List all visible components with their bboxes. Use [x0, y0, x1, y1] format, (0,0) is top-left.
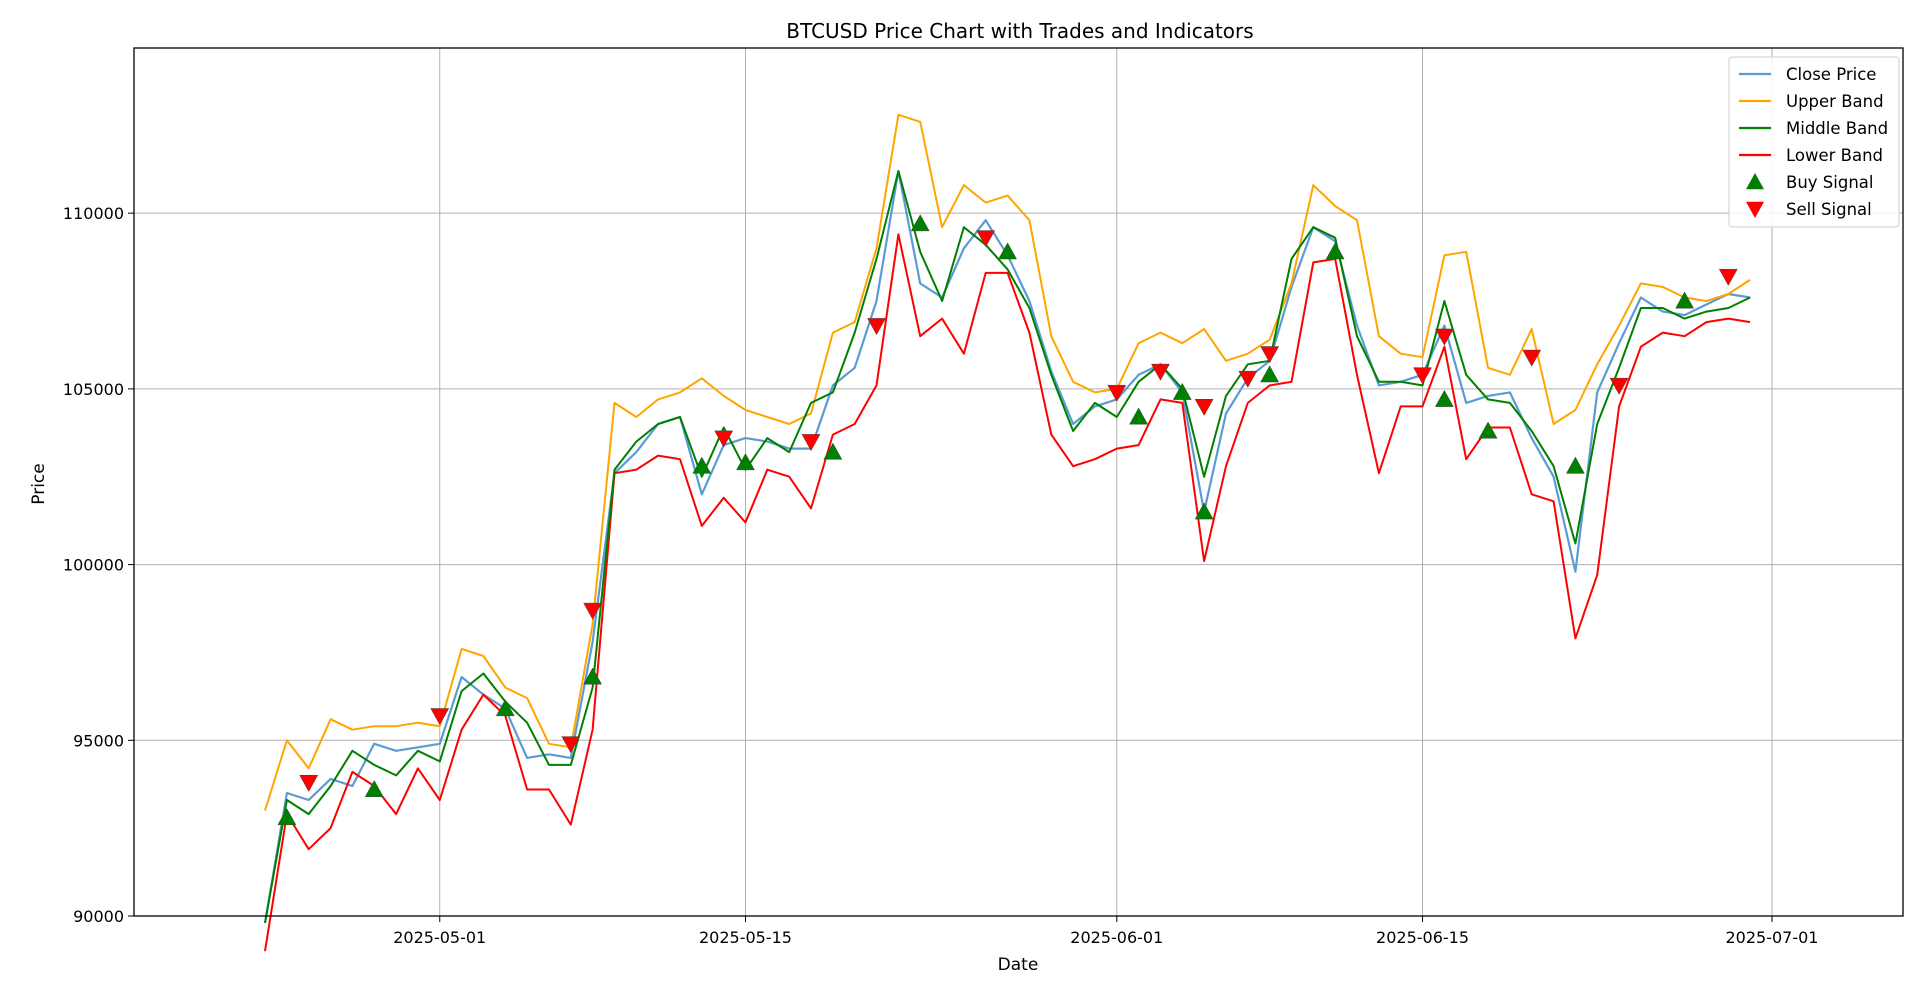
legend-label: Close Price [1786, 65, 1876, 84]
sell-signal-marker [1609, 377, 1629, 395]
buy-signal-marker [1172, 382, 1192, 400]
buy-signal-marker [1325, 242, 1345, 260]
x-tick-label: 2025-05-01 [393, 928, 486, 947]
buy-signal-marker [1434, 389, 1454, 407]
sell-signal-marker [1413, 367, 1432, 385]
sell-signal-marker [867, 318, 886, 336]
legend-swatch [1746, 201, 1764, 218]
y-axis-label: Price [29, 463, 49, 504]
sell-signal-marker [801, 434, 821, 452]
plot-area [263, 113, 1751, 952]
buy-signal-marker [364, 779, 384, 797]
sell-signal-marker [1718, 268, 1738, 286]
buy-signal-marker [1675, 291, 1695, 309]
x-axis-label: Date [998, 955, 1039, 975]
legend-label: Upper Band [1786, 92, 1884, 111]
buy-signal-marker [1194, 502, 1214, 520]
y-tick-label: 100000 [63, 556, 124, 575]
buy-signal-marker [583, 667, 603, 685]
x-tick-label: 2025-06-01 [1070, 928, 1163, 947]
y-tick-label: 110000 [63, 204, 124, 223]
buy-signal-marker [495, 699, 515, 717]
buy-signal-marker [1129, 407, 1149, 425]
legend-label: Lower Band [1786, 146, 1883, 165]
sell-signal-marker [299, 775, 319, 792]
sell-signal-marker [1194, 398, 1214, 416]
legend: Close Price Upper Band Middle Band Lower Ba… [1728, 56, 1900, 228]
legend-label: Middle Band [1786, 119, 1888, 138]
sell-signal-marker [1260, 346, 1280, 364]
buy-signal-marker [1478, 421, 1498, 439]
sell-signal-marker [561, 736, 581, 754]
axis-ticks: 2025-05-01 2025-05-15 2025-06-01 2025-06-15… [63, 204, 1819, 947]
buy-signal-marker [998, 242, 1018, 260]
y-tick-label: 95000 [73, 731, 124, 750]
legend-box [1728, 56, 1900, 228]
buy-signal-marker [736, 453, 755, 471]
sell-signal-marker [1434, 328, 1454, 346]
sell-signal-marker [1238, 370, 1258, 388]
series-line-lower-band [264, 233, 1751, 952]
sell-signal-marker [1107, 384, 1127, 402]
trade-signals [277, 214, 1738, 826]
legend-label: Buy Signal [1786, 173, 1873, 192]
buy-signal-marker [1260, 365, 1280, 383]
series-line-upper-band [264, 113, 1751, 811]
series-line-middle-band [264, 170, 1751, 924]
y-tick-label: 90000 [73, 907, 124, 926]
y-tick-label: 105000 [63, 380, 124, 399]
legend-label: Sell Signal [1786, 200, 1872, 219]
buy-signal-marker [692, 456, 712, 474]
x-tick-label: 2025-07-01 [1725, 928, 1818, 947]
chart-title: BTCUSD Price Chart with Trades and Indic… [786, 19, 1253, 43]
legend-swatch [1746, 173, 1764, 190]
sell-signal-marker [430, 708, 450, 726]
sell-signal-marker [976, 230, 996, 248]
buy-signal-marker [910, 214, 930, 232]
x-tick-label: 2025-06-15 [1376, 928, 1469, 947]
sell-signal-marker [583, 602, 603, 620]
axes-frame [133, 47, 1904, 917]
buy-signal-marker [277, 808, 297, 826]
buy-signal-marker [823, 442, 843, 460]
x-tick-label: 2025-05-15 [699, 928, 792, 947]
sell-signal-marker [1151, 363, 1170, 381]
sell-signal-marker [714, 430, 734, 448]
buy-signal-marker [1565, 456, 1585, 474]
sell-signal-marker [1522, 349, 1542, 367]
